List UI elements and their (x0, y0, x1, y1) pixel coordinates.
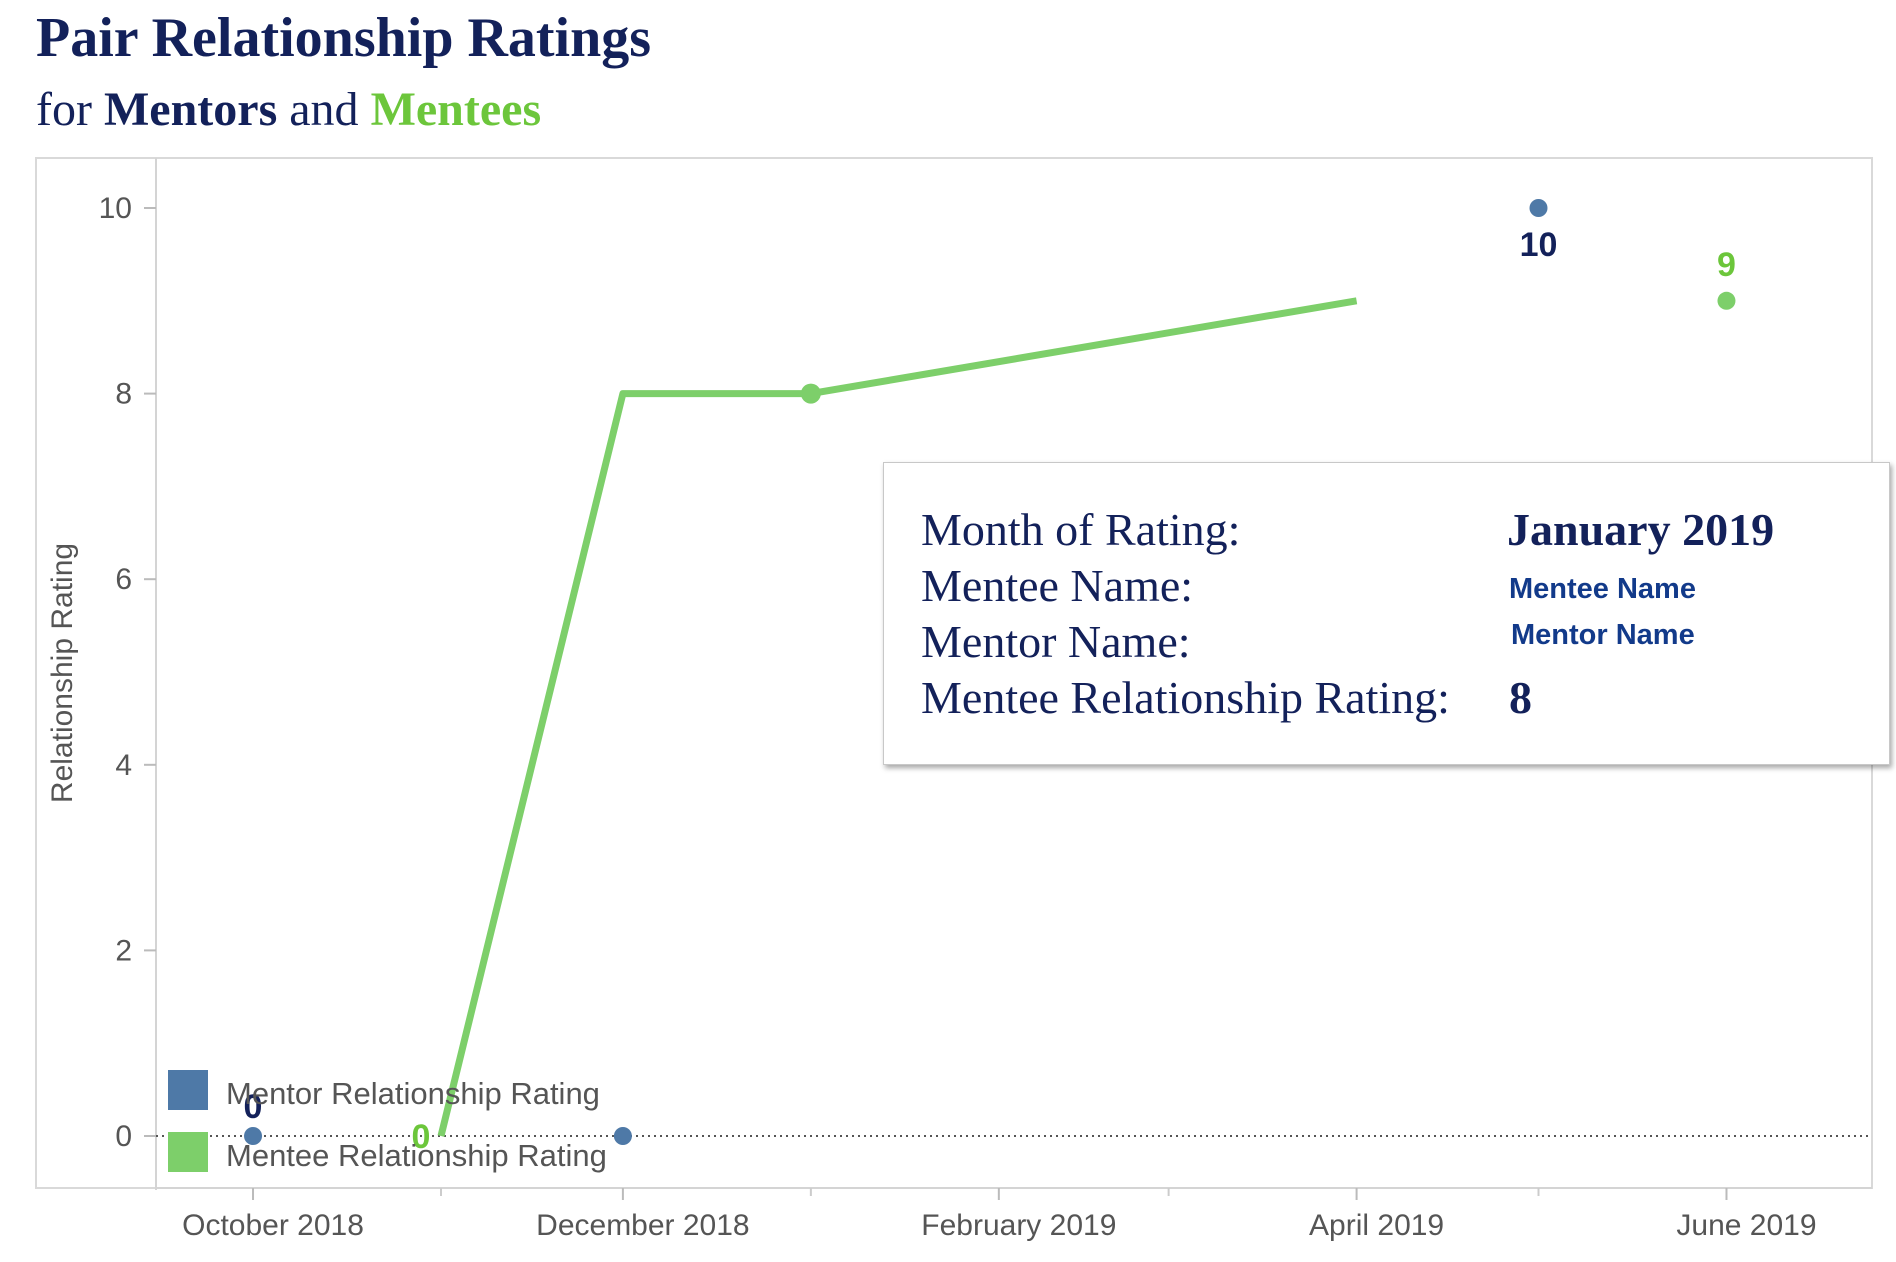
x-tick-label: June 2019 (1676, 1209, 1816, 1242)
series-layer: 0 9 0 10 (244, 199, 1736, 1156)
tooltip-mentor-label: Mentor Name: (921, 616, 1191, 667)
y-tick-label: 2 (115, 934, 132, 967)
tooltip-month-value: January 2019 (1507, 504, 1775, 555)
tooltip-mentor-value: Mentor Name (1511, 619, 1695, 651)
y-axis-label: Relationship Rating (46, 543, 79, 803)
chart-subtitle: for Mentors and Mentees (36, 82, 541, 137)
tooltip-rating-value: 8 (1509, 672, 1532, 723)
y-axis-ticks: 0 2 4 6 8 10 (99, 192, 1872, 1153)
tooltip-rating-label: Mentee Relationship Rating: (921, 672, 1450, 723)
subtitle-for: for (36, 83, 92, 136)
mentor-point[interactable] (244, 1127, 263, 1145)
mentor-point[interactable] (613, 1127, 632, 1145)
chart-title: Pair Relationship Ratings (36, 7, 652, 69)
mentor-point[interactable] (1529, 199, 1548, 217)
y-tick-label: 4 (115, 749, 132, 782)
subtitle-mentees: Mentees (370, 83, 542, 136)
mentor-data-label: 10 (1520, 226, 1558, 264)
tooltip-mentee-label: Mentee Name: (921, 560, 1194, 611)
y-tick-label: 8 (115, 378, 132, 411)
y-tick-label: 6 (115, 563, 132, 596)
legend-label[interactable]: Mentee Relationship Rating (226, 1138, 607, 1173)
tooltip-panel: Month of Rating: January 2019 Mentee Nam… (883, 462, 1890, 765)
x-axis-ticks: October 2018 December 2018 February 2019 Ap… (182, 1188, 1817, 1242)
subtitle-mentors: Mentors (103, 83, 278, 136)
tooltip-month-label: Month of Rating: (921, 504, 1241, 555)
mentee-series-line[interactable] (437, 297, 1358, 1137)
legend-swatch[interactable] (168, 1070, 208, 1110)
x-tick-label: December 2018 (536, 1209, 749, 1242)
legend-swatch[interactable] (168, 1132, 208, 1172)
mentee-data-label: 0 (412, 1118, 431, 1156)
x-tick-label: April 2019 (1309, 1209, 1444, 1242)
chart-legend[interactable]: Mentor Relationship Rating Mentee Relatio… (168, 1070, 607, 1173)
mentee-data-label: 9 (1717, 246, 1736, 284)
x-tick-label: October 2018 (182, 1209, 364, 1242)
y-tick-label: 10 (99, 192, 132, 225)
mentor-data-label: 0 (244, 1088, 263, 1126)
tooltip-mentee-value: Mentee Name (1509, 573, 1696, 605)
mentee-point[interactable] (1717, 291, 1736, 310)
x-tick-label: February 2019 (921, 1209, 1116, 1242)
mentee-point[interactable] (800, 383, 821, 404)
legend-label[interactable]: Mentor Relationship Rating (226, 1076, 600, 1111)
subtitle-and: and (289, 83, 359, 136)
y-tick-label: 0 (115, 1120, 132, 1153)
